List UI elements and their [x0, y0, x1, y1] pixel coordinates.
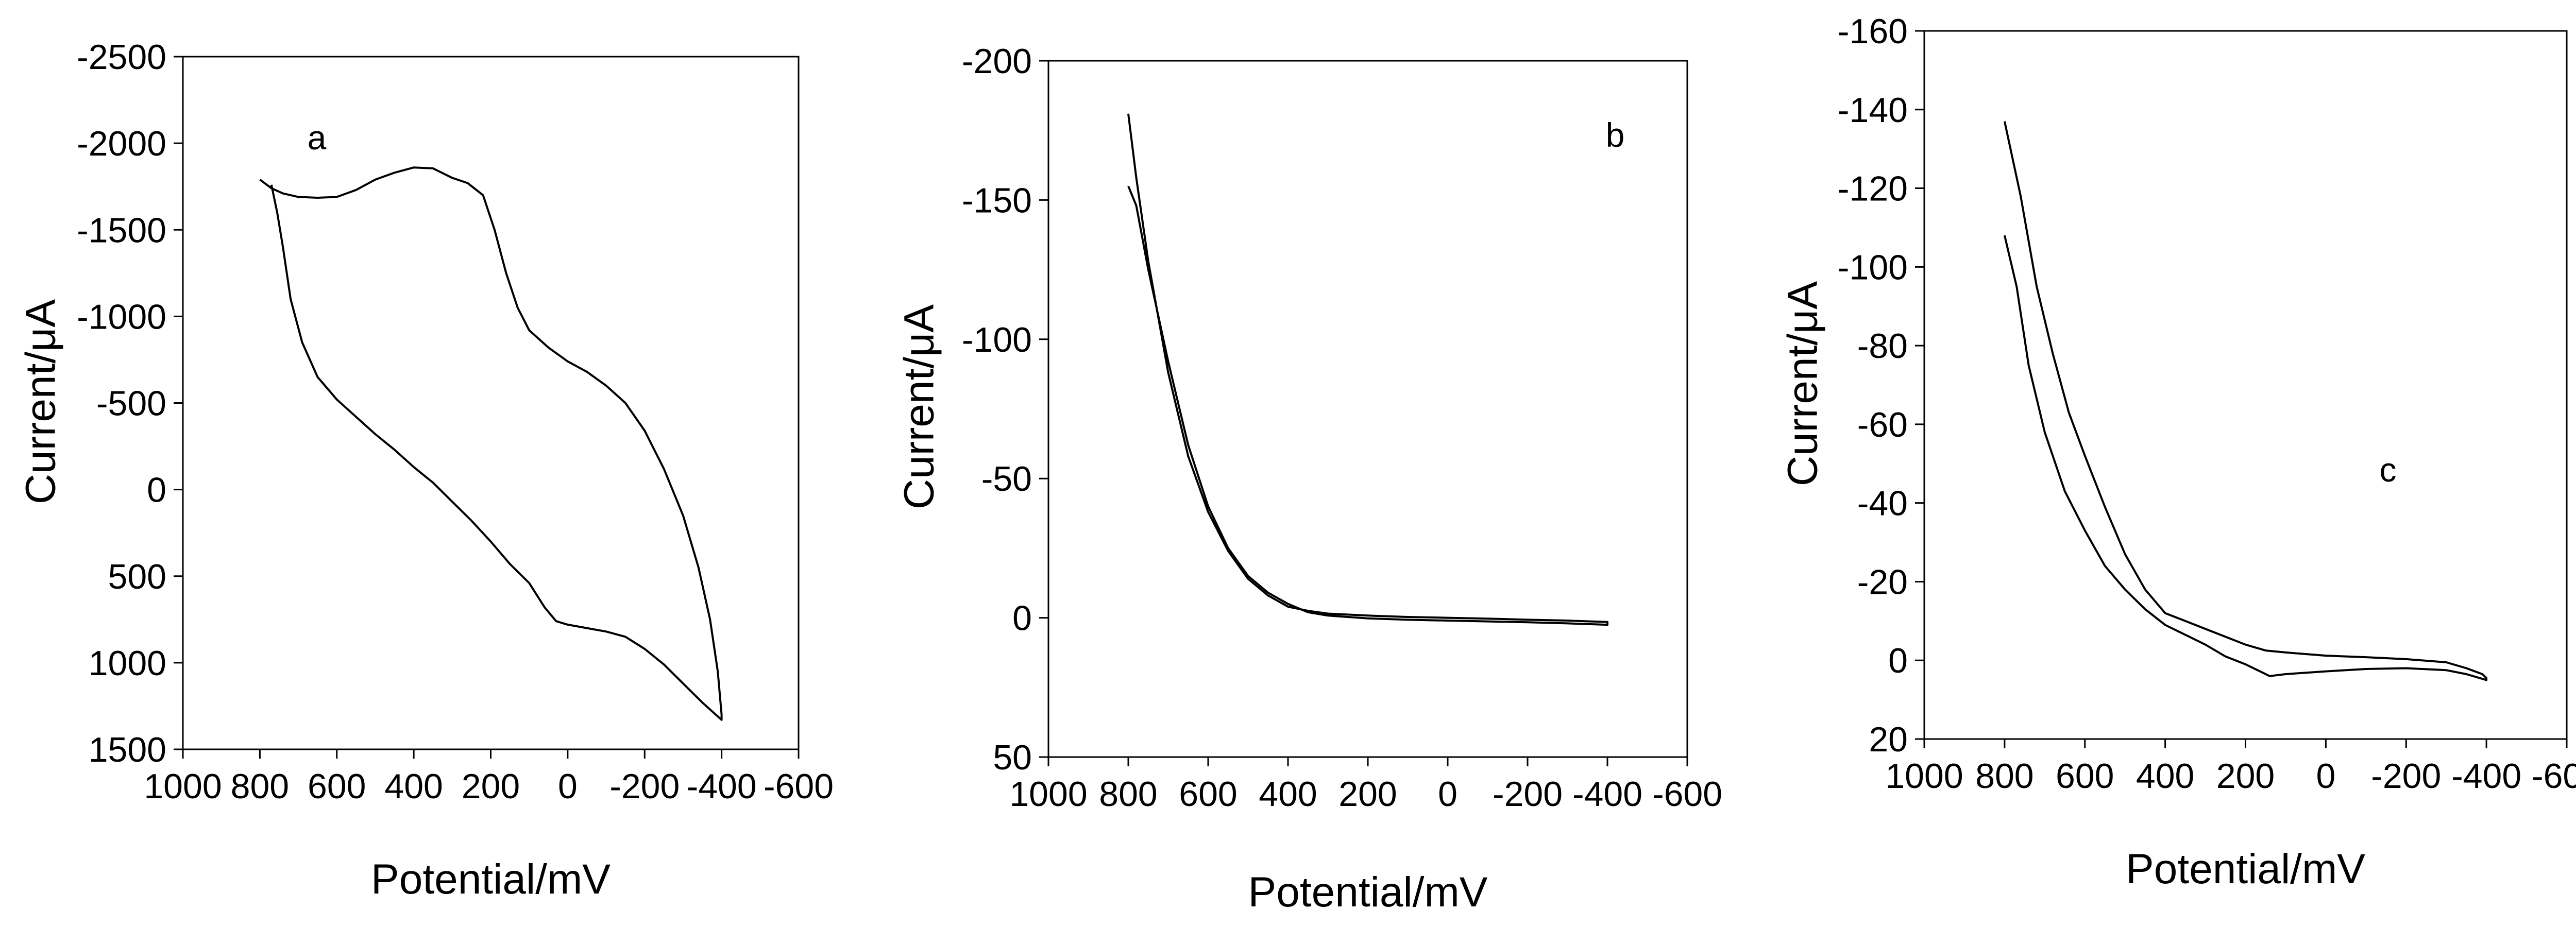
y-tick-label: -140 [1838, 91, 1908, 130]
panel-label: a [308, 118, 327, 157]
y-tick-label: 500 [108, 557, 166, 596]
plot-frame [1047, 60, 1688, 758]
x-tick-label: 1000 [1009, 775, 1087, 814]
x-tick-label: -600 [1652, 775, 1722, 814]
x-tick-label: -200 [1493, 775, 1563, 814]
panel-label: b [1606, 116, 1625, 154]
x-tick-label: 200 [2216, 757, 2275, 796]
x-tick-label: 600 [1179, 775, 1237, 814]
x-tick-label: 1000 [144, 767, 222, 806]
panel-label: c [2380, 451, 2397, 489]
x-tick-label: 800 [1099, 775, 1157, 814]
y-tick-label: 1000 [89, 644, 166, 683]
y-tick-label: -1000 [77, 297, 166, 336]
chart-panel-c: 10008006004002000-200-400-600200-20-40-6… [1780, 12, 2576, 892]
x-tick-label: -400 [2451, 757, 2521, 796]
y-tick-label: -200 [962, 42, 1032, 81]
plot-frame [182, 56, 800, 750]
x-tick-label: 200 [462, 767, 520, 806]
x-tick-label: 800 [1975, 757, 2033, 796]
x-axis-title: Potential/mV [1248, 869, 1488, 916]
x-tick-label: -400 [1572, 775, 1642, 814]
y-tick-label: -500 [96, 384, 166, 423]
x-axis-title: Potential/mV [371, 856, 611, 903]
x-tick-label: -200 [2371, 757, 2441, 796]
x-tick-label: 0 [558, 767, 578, 806]
x-tick-label: 400 [384, 767, 443, 806]
x-tick-label: 600 [308, 767, 366, 806]
y-tick-label: -50 [981, 459, 1032, 499]
y-tick-label: -160 [1838, 12, 1908, 51]
y-tick-label: 20 [1869, 720, 1908, 759]
y-tick-label: -1500 [77, 211, 166, 250]
y-tick-label: -2000 [77, 124, 166, 163]
y-tick-label: 1500 [89, 730, 166, 769]
y-tick-label: -40 [1857, 484, 1908, 523]
y-axis-title: Current/μA [896, 304, 943, 509]
y-tick-label: 0 [1012, 599, 1032, 638]
x-tick-label: 600 [2056, 757, 2114, 796]
cv-curve-line [259, 166, 723, 721]
plot-frame [1923, 30, 2568, 740]
y-tick-label: -100 [962, 320, 1032, 359]
y-tick-label: -120 [1838, 169, 1908, 209]
x-tick-label: 200 [1338, 775, 1397, 814]
y-axis-title: Current/μA [18, 299, 64, 504]
y-tick-label: -150 [962, 181, 1032, 220]
x-tick-label: -200 [609, 767, 680, 806]
x-axis-title: Potential/mV [2126, 846, 2365, 892]
x-tick-label: 800 [231, 767, 289, 806]
x-tick-label: 400 [2136, 757, 2194, 796]
y-tick-label: -60 [1857, 405, 1908, 444]
y-tick-label: 0 [147, 471, 166, 510]
chart-panel-b: 1000 800 600 400 200 0 -200 -400 -600500-50-100-… [896, 42, 1722, 916]
x-tick-label: -600 [764, 767, 834, 806]
y-tick-label: 50 [993, 738, 1032, 777]
x-tick-label: -600 [2532, 757, 2576, 796]
y-tick-label: -20 [1857, 562, 1908, 602]
y-tick-label: 0 [1888, 641, 1908, 680]
x-tick-label: 1000 [1885, 757, 1963, 796]
cv-curve-line [1127, 113, 1608, 626]
x-tick-label: 0 [1438, 775, 1458, 814]
y-axis-title: Current/μA [1780, 281, 1826, 486]
x-tick-label: 400 [1259, 775, 1317, 814]
x-tick-label: 0 [2316, 757, 2335, 796]
chart-panel-a: 1000 800 600 400 200 0 -200 -400 -60015001000500… [18, 38, 834, 903]
y-tick-label: -80 [1857, 327, 1908, 366]
cv-curve-line [2003, 121, 2488, 681]
y-tick-label: -2500 [77, 38, 166, 77]
x-tick-label: -400 [687, 767, 757, 806]
y-tick-label: -100 [1838, 248, 1908, 287]
